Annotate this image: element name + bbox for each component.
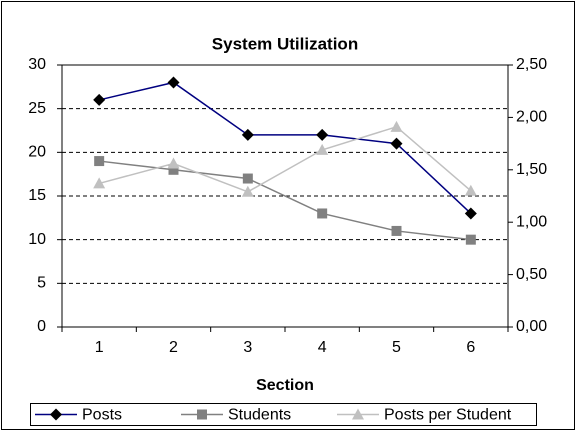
x-tick-label: 2 [169, 339, 178, 356]
marker [94, 156, 105, 167]
y2-tick-label: 2,00 [516, 109, 547, 126]
marker [390, 120, 403, 132]
marker [352, 408, 364, 420]
marker [465, 234, 476, 245]
y-tick-label: 0 [37, 318, 46, 335]
y2-tick-label: 1,00 [516, 213, 547, 230]
marker [50, 408, 62, 421]
y2-tick-label: 0,50 [516, 266, 547, 283]
y2-tick-label: 0,00 [516, 318, 547, 335]
y-tick-label: 15 [28, 187, 46, 204]
marker [197, 409, 207, 420]
x-tick-label: 4 [318, 339, 327, 356]
marker [167, 157, 180, 169]
series-line [98, 81, 472, 215]
series-line [98, 125, 472, 193]
marker [316, 128, 329, 141]
marker [390, 137, 403, 150]
x-axis-label: Section [256, 377, 314, 394]
y2-tick-label: 1,50 [516, 161, 547, 178]
marker [464, 207, 477, 220]
x-tick-label: 1 [95, 339, 104, 356]
marker [464, 184, 477, 196]
marker [168, 164, 179, 175]
series-line [99, 160, 471, 241]
x-tick-label: 3 [243, 339, 252, 356]
marker [242, 173, 253, 184]
legend-label: Posts [82, 407, 122, 424]
chart-title: System Utilization [212, 34, 358, 53]
y2-tick-label: 2,50 [516, 56, 547, 73]
marker [316, 143, 329, 155]
y-tick-label: 5 [37, 275, 46, 292]
marker [241, 128, 254, 141]
marker [241, 185, 254, 197]
x-tick-label: 5 [392, 339, 401, 356]
y-tick-label: 30 [28, 56, 46, 73]
marker [391, 225, 402, 236]
y-tick-label: 20 [28, 144, 46, 161]
marker [93, 93, 106, 106]
x-tick-label: 6 [466, 339, 475, 356]
marker [317, 208, 328, 219]
legend-label: Posts per Student [384, 407, 512, 424]
legend-label: Students [228, 407, 291, 424]
marker [93, 177, 106, 189]
legend [30, 403, 537, 426]
y-tick-label: 25 [28, 100, 46, 117]
y-tick-label: 10 [28, 231, 46, 248]
marker [167, 76, 180, 89]
